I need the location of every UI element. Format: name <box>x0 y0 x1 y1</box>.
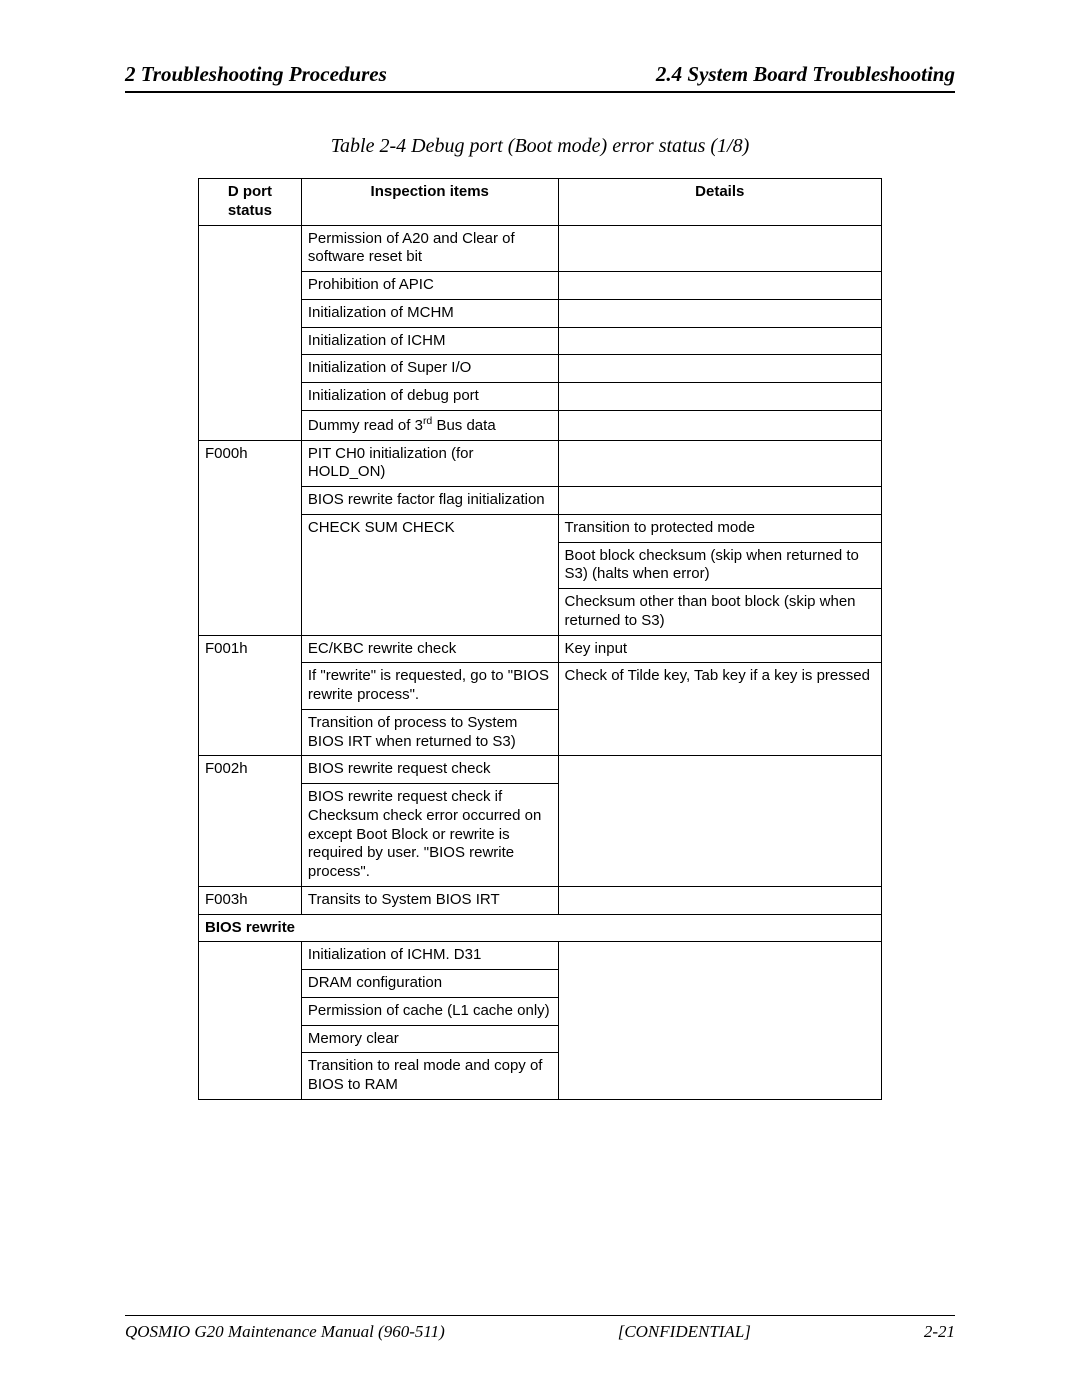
details-cell: Boot block checksum (skip when returned … <box>558 542 881 589</box>
table-row: F000hPIT CH0 initialization (for HOLD_ON… <box>199 440 882 487</box>
table-row: Initialization of Super I/O <box>199 355 882 383</box>
details-cell: Check of Tilde key, Tab key if a key is … <box>558 663 881 756</box>
table-row: If "rewrite" is requested, go to "BIOS r… <box>199 663 882 710</box>
inspection-cell: Dummy read of 3rd Bus data <box>301 410 558 440</box>
inspection-cell: PIT CH0 initialization (for HOLD_ON) <box>301 440 558 487</box>
table-row: CHECK SUM CHECKTransition to protected m… <box>199 514 882 542</box>
page-header: 2 Troubleshooting Procedures 2.4 System … <box>125 62 955 93</box>
details-cell <box>558 487 881 515</box>
inspection-cell: If "rewrite" is requested, go to "BIOS r… <box>301 663 558 710</box>
inspection-cell: BIOS rewrite request check <box>301 756 558 784</box>
section-row: BIOS rewrite <box>199 914 882 942</box>
status-cell: F003h <box>199 886 302 914</box>
table-row: F001hEC/KBC rewrite checkKey input <box>199 635 882 663</box>
page-footer: QOSMIO G20 Maintenance Manual (960-511) … <box>125 1315 955 1342</box>
table-row: Initialization of MCHM <box>199 299 882 327</box>
status-cell <box>199 942 302 1100</box>
section-title: BIOS rewrite <box>199 914 882 942</box>
details-cell <box>558 942 881 1100</box>
header-right: 2.4 System Board Troubleshooting <box>656 62 955 87</box>
details-cell <box>558 327 881 355</box>
details-cell <box>558 886 881 914</box>
details-cell <box>558 440 881 487</box>
col-header-inspection: Inspection items <box>301 179 558 226</box>
table-row: Permission of A20 and Clear of software … <box>199 225 882 272</box>
inspection-cell: DRAM configuration <box>301 970 558 998</box>
page: 2 Troubleshooting Procedures 2.4 System … <box>0 0 1080 1397</box>
inspection-cell: Permission of cache (L1 cache only) <box>301 997 558 1025</box>
table-row: Initialization of ICHM. D31 <box>199 942 882 970</box>
inspection-cell: Initialization of ICHM <box>301 327 558 355</box>
details-cell <box>558 756 881 887</box>
details-cell <box>558 272 881 300</box>
inspection-cell: EC/KBC rewrite check <box>301 635 558 663</box>
status-cell: F000h <box>199 440 302 635</box>
inspection-cell: BIOS rewrite request check if Checksum c… <box>301 784 558 887</box>
inspection-cell: Transition to real mode and copy of BIOS… <box>301 1053 558 1100</box>
inspection-cell: BIOS rewrite factor flag initialization <box>301 487 558 515</box>
details-cell: Key input <box>558 635 881 663</box>
details-cell: Transition to protected mode <box>558 514 881 542</box>
details-cell <box>558 410 881 440</box>
footer-left: QOSMIO G20 Maintenance Manual (960-511) <box>125 1322 445 1342</box>
header-left: 2 Troubleshooting Procedures <box>125 62 387 87</box>
details-cell: Checksum other than boot block (skip whe… <box>558 589 881 636</box>
status-cell: F002h <box>199 756 302 887</box>
inspection-cell: Initialization of Super I/O <box>301 355 558 383</box>
status-cell: F001h <box>199 635 302 756</box>
footer-right: 2-21 <box>924 1322 955 1342</box>
inspection-cell: Initialization of ICHM. D31 <box>301 942 558 970</box>
inspection-cell: Transition of process to System BIOS IRT… <box>301 709 558 756</box>
inspection-cell: CHECK SUM CHECK <box>301 514 558 635</box>
details-cell <box>558 299 881 327</box>
col-header-details: Details <box>558 179 881 226</box>
table-header-row: D port status Inspection items Details <box>199 179 882 226</box>
inspection-cell: Initialization of debug port <box>301 383 558 411</box>
table-row: Prohibition of APIC <box>199 272 882 300</box>
details-cell <box>558 225 881 272</box>
debug-port-table: D port status Inspection items Details P… <box>198 178 882 1100</box>
details-cell <box>558 355 881 383</box>
details-cell <box>558 383 881 411</box>
table-row: F003hTransits to System BIOS IRT <box>199 886 882 914</box>
inspection-cell: Transits to System BIOS IRT <box>301 886 558 914</box>
col-header-status: D port status <box>199 179 302 226</box>
table-row: Initialization of ICHM <box>199 327 882 355</box>
table-row: F002hBIOS rewrite request check <box>199 756 882 784</box>
inspection-cell: Permission of A20 and Clear of software … <box>301 225 558 272</box>
inspection-cell: Memory clear <box>301 1025 558 1053</box>
table-caption: Table 2-4 Debug port (Boot mode) error s… <box>125 135 955 158</box>
footer-center: [CONFIDENTIAL] <box>618 1322 751 1342</box>
inspection-cell: Prohibition of APIC <box>301 272 558 300</box>
table-row: Initialization of debug port <box>199 383 882 411</box>
status-cell <box>199 225 302 440</box>
inspection-cell: Initialization of MCHM <box>301 299 558 327</box>
table-row: BIOS rewrite factor flag initialization <box>199 487 882 515</box>
table-row: Dummy read of 3rd Bus data <box>199 410 882 440</box>
